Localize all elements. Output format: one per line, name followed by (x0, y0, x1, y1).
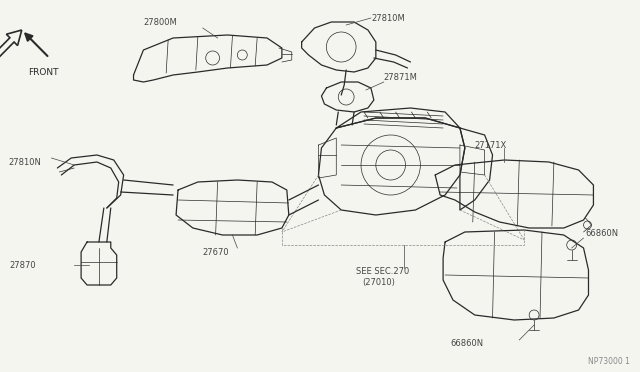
Text: 27670: 27670 (203, 247, 229, 257)
Text: 27870: 27870 (10, 260, 36, 269)
Text: 27171X: 27171X (475, 141, 507, 150)
Text: 66860N: 66860N (586, 229, 619, 238)
Text: SEE SEC.270: SEE SEC.270 (356, 267, 410, 276)
Text: 27800M: 27800M (143, 17, 177, 26)
Text: 27810M: 27810M (372, 13, 406, 22)
Text: NP73000 1: NP73000 1 (589, 357, 630, 366)
Text: FRONT: FRONT (28, 68, 58, 77)
Text: 66860N: 66860N (450, 339, 483, 347)
Text: 27871M: 27871M (384, 73, 418, 82)
Text: (27010): (27010) (362, 278, 395, 286)
Text: 27810N: 27810N (8, 157, 41, 167)
